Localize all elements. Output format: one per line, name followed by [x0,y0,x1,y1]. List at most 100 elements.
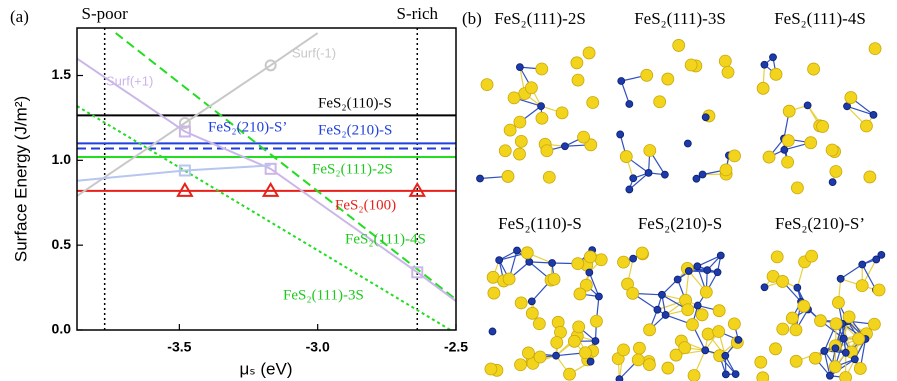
atom [851,356,858,363]
atom [590,315,602,327]
atom [769,343,781,355]
structure-image [755,250,885,381]
atom [551,336,563,348]
atom [805,137,817,149]
atom [720,164,732,176]
atom [561,143,568,150]
atom [616,376,623,381]
atom [536,63,548,75]
atom [574,288,586,300]
atom [503,273,515,285]
atom [534,351,546,363]
atom [521,247,533,259]
atom [832,297,844,309]
atom [541,145,553,157]
atom [791,182,803,194]
atom [722,66,734,78]
atom [533,318,545,330]
atom [798,300,810,312]
atom [826,372,833,379]
atom [713,326,725,338]
atom [684,140,691,147]
atom [526,258,533,265]
figure: (a) (b) μₛ (eV) Surface Energy (J/m²) -3… [0,0,897,381]
atom [702,328,714,340]
atom [864,171,876,183]
atom [528,298,535,305]
atom [804,102,811,109]
atom [782,156,794,168]
atom [654,306,661,313]
atom [790,355,802,367]
atom [682,304,694,316]
atom [693,175,700,182]
atom [761,61,768,68]
reference-label: S-poor [82,4,129,23]
atom [728,318,740,330]
atom [645,169,652,176]
atom [515,297,527,309]
atom [757,82,769,94]
atom [636,247,648,259]
atom [549,260,556,267]
atom [673,39,685,51]
structure-label: FeS₂(111)-2S [494,9,586,28]
atom [627,287,639,299]
atom [694,263,701,270]
atom [782,135,794,147]
atom [496,257,503,264]
x-tick-label: -3.0 [306,339,330,355]
atom [859,261,866,268]
atom [564,368,576,380]
atom [817,120,829,132]
atom [829,179,836,186]
atom [514,116,526,128]
atom [661,171,668,178]
atom [630,175,637,182]
atom [837,275,844,282]
structure-label: FeS₂(111)-3S [634,9,726,28]
atom [513,247,520,254]
y-tick-label: 0.0 [52,321,72,337]
series-label: FeS₂(210)-S’ [208,119,287,135]
atom [674,276,681,283]
x-tick-label: -2.5 [444,339,468,355]
atom [844,103,851,110]
series-line [77,106,450,330]
atom [508,92,520,104]
y-tick-label: 1.0 [52,151,72,167]
atom [856,280,868,292]
atom [679,342,691,354]
atom [595,293,602,300]
atom [538,103,545,110]
atom [481,79,493,91]
atom [485,363,497,375]
atom [548,273,560,285]
x-tick-label: -3.5 [167,339,191,355]
atom [808,63,820,75]
atom [826,144,838,156]
atom [618,78,625,85]
atom [515,359,527,371]
structure-image [617,39,741,193]
atom [763,151,775,163]
atom [595,254,607,266]
series-label: FeS₂(111)-3S [283,287,364,303]
y-tick-label: 1.5 [52,66,72,82]
atom [781,146,788,153]
atom [632,354,644,366]
atom [869,43,881,55]
atom [755,356,767,368]
atom [830,318,842,330]
series-label: Surf(+1) [106,73,153,88]
atom [686,319,698,331]
atom [685,59,697,71]
atom [662,311,669,318]
atom [583,47,595,59]
atom [809,352,821,364]
atom [853,333,865,345]
atom [522,347,534,359]
atom [579,347,591,359]
atom [829,361,841,373]
atom [868,318,880,330]
